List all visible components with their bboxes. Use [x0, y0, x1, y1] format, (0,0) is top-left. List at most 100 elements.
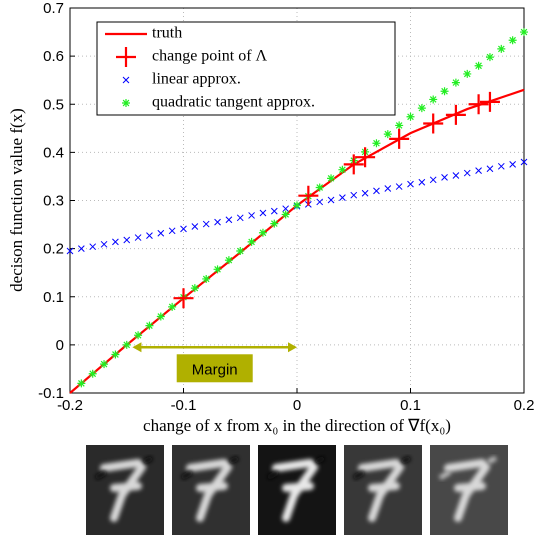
- change-point: [468, 94, 489, 115]
- legend-label: linear approx.: [152, 71, 241, 88]
- linear-point: [259, 209, 267, 217]
- legend-label: quadratic tangent approx.: [152, 94, 315, 111]
- y-tick-label: 0: [56, 337, 64, 354]
- quadratic-point: [281, 210, 290, 219]
- quadratic-point: [451, 78, 460, 87]
- x-tick-label: 0.1: [400, 397, 421, 414]
- change-point: [298, 185, 319, 206]
- digit-shade: [266, 455, 326, 481]
- linear-point: [441, 174, 448, 181]
- quadratic-point: [406, 112, 415, 121]
- change-point: [423, 113, 444, 134]
- y-tick-label: 0.6: [43, 48, 64, 65]
- quadratic-point: [485, 53, 494, 62]
- x-tick-label: -0.2: [57, 397, 83, 414]
- linear-point: [327, 196, 335, 204]
- linear-point: [214, 218, 221, 226]
- quadratic-point: [395, 121, 404, 130]
- quadratic-point: [474, 61, 483, 70]
- linear-point: [112, 238, 119, 246]
- legend-label: change point of Λ: [152, 48, 268, 65]
- change-point: [343, 154, 364, 175]
- quadratic-point: [156, 312, 165, 321]
- linear-point: [350, 191, 358, 199]
- change-point: [355, 147, 376, 168]
- quadratic-point: [258, 228, 267, 237]
- linear-point: [407, 180, 414, 188]
- change-point: [173, 288, 194, 309]
- quadratic-point: [88, 369, 97, 378]
- linear-point: [361, 189, 369, 197]
- linear-point: [180, 225, 187, 233]
- x-tick-label: 0.2: [514, 397, 535, 414]
- digit-shade: [180, 455, 240, 481]
- quadratic-point: [134, 331, 143, 340]
- margin-box: [176, 354, 253, 383]
- x-axis-label: change of x from x₀ in the direction of …: [143, 416, 451, 435]
- y-tick-label: 0.7: [43, 0, 64, 17]
- linear-point: [248, 212, 255, 219]
- y-tick-label: 0.3: [43, 193, 64, 210]
- digit-image: [430, 445, 508, 535]
- linear-point: [270, 207, 278, 215]
- margin-label: Margin: [192, 361, 238, 378]
- quadratic-point: [77, 379, 86, 388]
- digit-image: [172, 445, 250, 535]
- quadratic-point: [122, 340, 131, 349]
- digit-stroke: [358, 459, 404, 522]
- y-tick-label: -0.1: [38, 385, 64, 402]
- quadratic-point: [145, 321, 154, 330]
- quadratic-point: [440, 87, 449, 96]
- quadratic-point: [213, 265, 222, 274]
- y-axis-label: decison function value f(x): [7, 108, 26, 292]
- linear-point: [191, 223, 199, 230]
- linear-point: [123, 236, 131, 244]
- linear-point: [134, 234, 142, 241]
- quadratic-point: [338, 165, 347, 174]
- linear-point: [339, 194, 346, 201]
- quadratic-point: [372, 139, 381, 148]
- quadratic-point: [508, 36, 517, 45]
- plot-frame: [69, 7, 525, 394]
- change-point: [445, 104, 466, 125]
- digit-shade: [438, 455, 498, 481]
- change-point: [389, 128, 410, 149]
- quadratic-point: [429, 95, 438, 104]
- linear-point: [122, 76, 130, 84]
- y-tick-label: 0.1: [43, 289, 64, 306]
- x-tick-label: 0: [293, 397, 301, 414]
- quadratic-point: [202, 274, 211, 283]
- digit-image: [344, 445, 422, 535]
- change-point: [116, 47, 136, 67]
- linear-point: [497, 162, 505, 170]
- quadratic-point: [247, 237, 256, 246]
- arrow-head: [288, 342, 297, 353]
- linear-point: [429, 176, 437, 184]
- linear-point: [418, 178, 426, 186]
- quadratic-point: [463, 69, 472, 78]
- digit-stroke: [272, 459, 318, 522]
- y-tick-label: 0.4: [43, 144, 64, 161]
- linear-point: [236, 214, 244, 222]
- linear-point: [225, 216, 233, 224]
- quadratic-point: [327, 174, 336, 183]
- linear-point: [463, 169, 471, 177]
- quadratic-point: [190, 284, 199, 293]
- quadratic-point: [100, 360, 109, 369]
- quadratic-point: [315, 183, 324, 192]
- linear-point: [384, 185, 392, 192]
- linear-point: [452, 172, 460, 179]
- linear-point: [157, 229, 165, 237]
- linear-point: [100, 240, 108, 248]
- digit-image: [86, 445, 164, 535]
- digit-stroke: [186, 459, 232, 522]
- linear-point: [202, 220, 210, 228]
- quadratic-point: [236, 247, 245, 256]
- linear-point: [282, 205, 290, 213]
- quadratic-point: [224, 256, 233, 265]
- linear-point: [520, 158, 528, 166]
- quadratic-point: [383, 130, 392, 139]
- digit-shade: [352, 455, 412, 481]
- quadratic-point: [497, 44, 506, 53]
